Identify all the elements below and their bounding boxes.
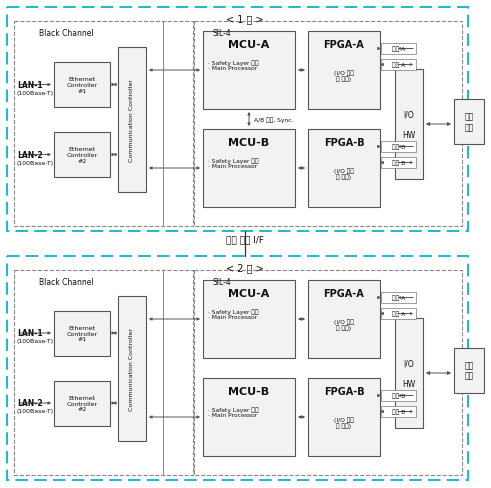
Text: (100Base-T): (100Base-T) bbox=[17, 90, 54, 95]
Text: Ethernet
Controller
#1: Ethernet Controller #1 bbox=[66, 325, 98, 342]
Text: MCU-B: MCU-B bbox=[228, 386, 270, 396]
Text: Ethernet
Controller
#1: Ethernet Controller #1 bbox=[66, 77, 98, 94]
Text: · Safety Layer 처리
· Main Processor: · Safety Layer 처리 · Main Processor bbox=[208, 158, 259, 169]
FancyBboxPatch shape bbox=[54, 133, 110, 178]
FancyBboxPatch shape bbox=[54, 381, 110, 426]
Text: Communication Controller: Communication Controller bbox=[130, 79, 135, 162]
Text: 외부
장치: 외부 장치 bbox=[464, 113, 474, 132]
Text: · Safety Layer 처리
· Main Processor: · Safety Layer 처리 · Main Processor bbox=[208, 406, 259, 418]
FancyBboxPatch shape bbox=[203, 130, 295, 207]
FancyBboxPatch shape bbox=[381, 142, 416, 153]
FancyBboxPatch shape bbox=[308, 378, 380, 456]
Text: Communication Controller: Communication Controller bbox=[130, 327, 135, 410]
Text: LAN-1: LAN-1 bbox=[17, 81, 43, 89]
Text: FPGA-B: FPGA-B bbox=[324, 386, 364, 396]
Text: MCU-B: MCU-B bbox=[228, 138, 270, 148]
FancyBboxPatch shape bbox=[381, 292, 416, 304]
Text: (100Base-T): (100Base-T) bbox=[17, 408, 54, 414]
Text: LAN-1: LAN-1 bbox=[17, 329, 43, 338]
Text: Black Channel: Black Channel bbox=[39, 278, 93, 286]
Text: 감시 A: 감시 A bbox=[392, 311, 405, 317]
FancyBboxPatch shape bbox=[308, 130, 380, 207]
FancyBboxPatch shape bbox=[454, 348, 484, 393]
FancyBboxPatch shape bbox=[54, 311, 110, 356]
Text: · Safety Layer 처리
· Main Processor: · Safety Layer 처리 · Main Processor bbox=[208, 60, 259, 71]
FancyBboxPatch shape bbox=[381, 158, 416, 169]
FancyBboxPatch shape bbox=[308, 281, 380, 358]
Text: FPGA-A: FPGA-A bbox=[324, 40, 364, 50]
FancyBboxPatch shape bbox=[308, 32, 380, 110]
Text: 외부
장치: 외부 장치 bbox=[464, 361, 474, 380]
Text: FPGA-B: FPGA-B bbox=[324, 138, 364, 148]
Text: Black Channel: Black Channel bbox=[39, 29, 93, 38]
Text: FPGA-A: FPGA-A bbox=[324, 288, 364, 298]
FancyBboxPatch shape bbox=[381, 308, 416, 319]
Text: Ethernet
Controller
#2: Ethernet Controller #2 bbox=[66, 147, 98, 163]
FancyBboxPatch shape bbox=[381, 406, 416, 417]
Text: (I/O 제어
및 감시): (I/O 제어 및 감시) bbox=[334, 168, 354, 180]
Text: < 2 계 >: < 2 계 > bbox=[226, 263, 264, 272]
Text: A/B 비교, Sync.: A/B 비교, Sync. bbox=[254, 117, 294, 122]
Text: LAN-2: LAN-2 bbox=[17, 399, 43, 407]
Text: LAN-2: LAN-2 bbox=[17, 150, 43, 159]
FancyBboxPatch shape bbox=[454, 100, 484, 145]
Text: · Safety Layer 처리
· Main Processor: · Safety Layer 처리 · Main Processor bbox=[208, 308, 259, 320]
FancyBboxPatch shape bbox=[54, 63, 110, 108]
Text: MCU-A: MCU-A bbox=[228, 40, 270, 50]
FancyBboxPatch shape bbox=[395, 318, 423, 428]
Text: 제어 A: 제어 A bbox=[392, 47, 405, 52]
FancyBboxPatch shape bbox=[381, 390, 416, 401]
Text: (100Base-T): (100Base-T) bbox=[17, 339, 54, 344]
FancyBboxPatch shape bbox=[381, 44, 416, 55]
FancyBboxPatch shape bbox=[203, 378, 295, 456]
Text: 제어 B: 제어 B bbox=[392, 393, 405, 399]
Text: 감시 A: 감시 A bbox=[392, 62, 405, 68]
Text: I/O

HW: I/O HW bbox=[403, 358, 415, 388]
Text: SIL-4: SIL-4 bbox=[213, 278, 231, 286]
FancyBboxPatch shape bbox=[203, 32, 295, 110]
Text: (I/O 제어
및 감시): (I/O 제어 및 감시) bbox=[334, 70, 354, 82]
Text: (100Base-T): (100Base-T) bbox=[17, 160, 54, 165]
Text: MCU-A: MCU-A bbox=[228, 288, 270, 298]
FancyBboxPatch shape bbox=[203, 281, 295, 358]
Text: (I/O 제어
및 감시): (I/O 제어 및 감시) bbox=[334, 416, 354, 428]
FancyBboxPatch shape bbox=[395, 70, 423, 180]
FancyBboxPatch shape bbox=[118, 296, 146, 441]
FancyBboxPatch shape bbox=[381, 60, 416, 71]
Text: 제어 B: 제어 B bbox=[392, 144, 405, 150]
Text: SIL-4: SIL-4 bbox=[213, 29, 231, 38]
Text: < 1 계 >: < 1 계 > bbox=[226, 14, 264, 24]
Text: 제어 A: 제어 A bbox=[392, 295, 405, 301]
Text: I/O

HW: I/O HW bbox=[403, 110, 415, 140]
Text: 감시 B: 감시 B bbox=[392, 161, 405, 166]
Text: 계간 절체 I/F: 계간 절체 I/F bbox=[226, 235, 264, 244]
Text: 감시 B: 감시 B bbox=[392, 409, 405, 414]
Text: Ethernet
Controller
#2: Ethernet Controller #2 bbox=[66, 395, 98, 411]
Text: (I/O 제어
및 감시): (I/O 제어 및 감시) bbox=[334, 318, 354, 330]
FancyBboxPatch shape bbox=[118, 48, 146, 193]
